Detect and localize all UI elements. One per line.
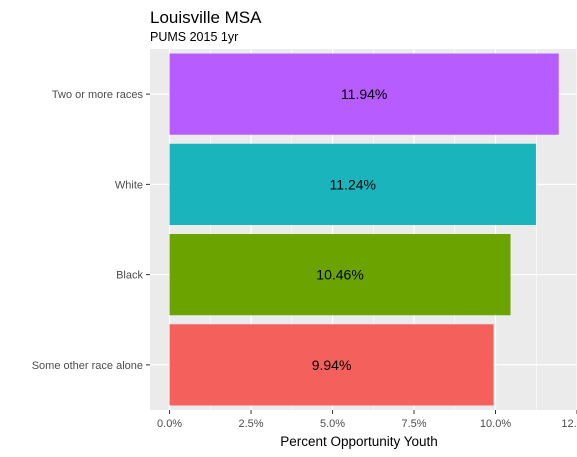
bar <box>169 234 511 316</box>
bar-value-label: 10.46% <box>316 267 363 283</box>
chart-title: Louisville MSA <box>150 8 262 27</box>
bar <box>169 324 494 406</box>
x-tick-label: 2.5% <box>239 418 264 430</box>
chart-subtitle: PUMS 2015 1yr <box>150 30 238 44</box>
y-tick-label: Some other race alone <box>32 360 143 372</box>
bar-value-label: 9.94% <box>312 357 352 373</box>
x-axis: 0.0% 2.5% 5.0% 7.5% 10.0% 12.5% <box>157 410 577 430</box>
y-tick-label: Black <box>116 270 143 282</box>
bar-value-label: 11.24% <box>330 176 376 192</box>
bars: 11.94% 11.24% 10.46% 9.94% <box>169 53 559 406</box>
bar-value-label: 11.94% <box>341 86 387 102</box>
x-tick-label: 5.0% <box>320 418 345 430</box>
x-tick-label: 12.5% <box>561 418 577 430</box>
x-tick-label: 0.0% <box>157 418 182 430</box>
bar <box>169 143 536 225</box>
x-axis-title: Percent Opportunity Youth <box>280 434 438 449</box>
x-tick-label: 10.0% <box>480 418 511 430</box>
y-axis: Two or more races White Black Some other ra… <box>32 89 150 372</box>
y-tick-label: Two or more races <box>52 89 144 101</box>
y-tick-label: White <box>115 179 143 191</box>
x-tick-label: 7.5% <box>401 418 426 430</box>
bar <box>169 53 559 135</box>
